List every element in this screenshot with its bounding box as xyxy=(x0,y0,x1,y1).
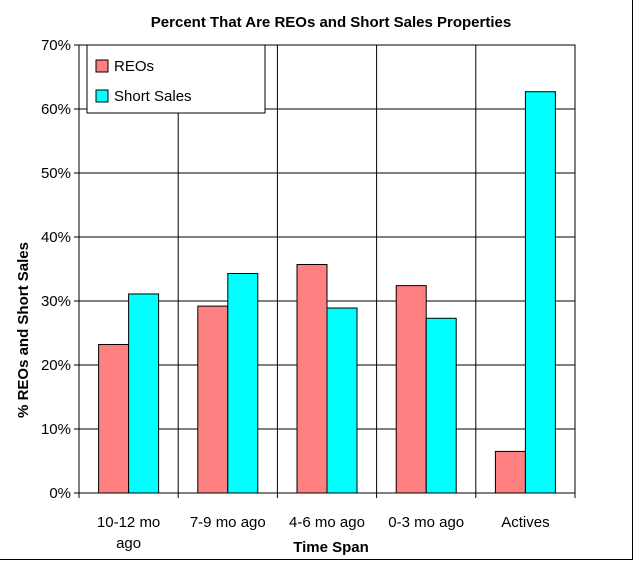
bar-reos xyxy=(296,264,328,494)
legend-label-reos: REOs xyxy=(114,58,154,75)
bar-reos xyxy=(395,285,427,494)
bar-short-sales xyxy=(425,317,457,494)
y-tick-label: 30% xyxy=(41,293,71,310)
legend-swatch-reos xyxy=(95,59,109,73)
x-tick-label: 7-9 mo ago xyxy=(190,514,266,531)
bar-short-sales xyxy=(128,293,160,494)
y-tick-label: 40% xyxy=(41,229,71,246)
bar-short-sales xyxy=(524,91,556,494)
y-tick-label: 0% xyxy=(49,485,71,502)
x-tick-label: 10-12 mo xyxy=(97,514,160,531)
y-tick-label: 10% xyxy=(41,421,71,438)
x-tick-label: 0-3 mo ago xyxy=(388,514,464,531)
bars xyxy=(98,91,556,494)
y-tick-label: 70% xyxy=(41,37,71,54)
legend-label-short-sales: Short Sales xyxy=(114,88,192,105)
bar-reos xyxy=(197,305,229,494)
y-tick-label: 50% xyxy=(41,165,71,182)
x-tick-label: 4-6 mo ago xyxy=(289,514,365,531)
bar-short-sales xyxy=(227,272,259,494)
legend: REOs Short Sales xyxy=(86,44,266,114)
bar-reos xyxy=(494,450,526,494)
y-tick-label: 20% xyxy=(41,357,71,374)
x-axis-ticks: 10-12 mo ago 7-9 mo ago 4-6 mo ago 0-3 mo ag… xyxy=(97,514,550,552)
x-tick-label: Actives xyxy=(501,514,549,531)
bar-reos xyxy=(98,344,130,494)
bar-short-sales xyxy=(326,307,358,494)
legend-box xyxy=(86,44,266,114)
x-axis-label: Time Span xyxy=(293,539,369,556)
x-tick-label: ago xyxy=(116,535,141,552)
y-axis-label: % REOs and Short Sales xyxy=(15,242,32,418)
y-tick-label: 60% xyxy=(41,101,71,118)
chart-title: Percent That Are REOs and Short Sales Pr… xyxy=(151,14,511,31)
legend-swatch-short-sales xyxy=(95,89,109,103)
y-axis-ticks: 0% 10% 20% 30% 40% 50% 60% 70% xyxy=(41,37,71,502)
